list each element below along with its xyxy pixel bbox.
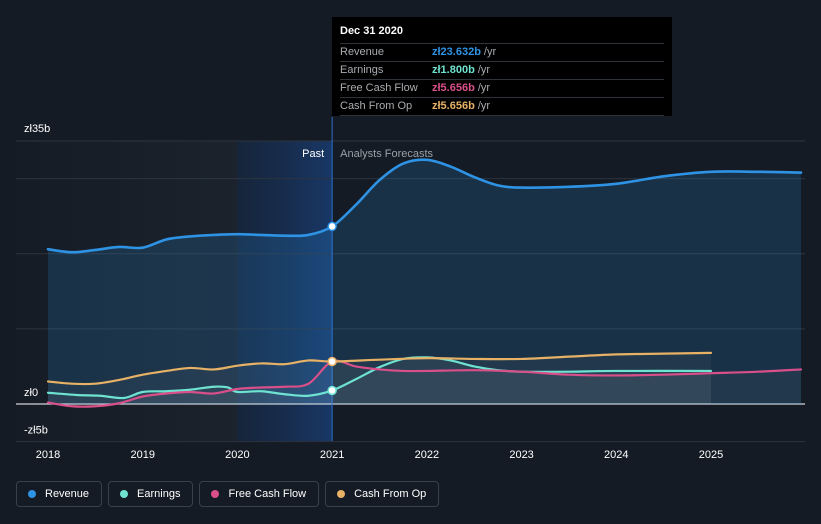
tooltip-row-unit: /yr xyxy=(477,100,491,112)
legend-label: Cash From Op xyxy=(354,488,427,500)
tooltip-row-cash-from-op: Cash From Op zł5.656b /yr xyxy=(340,98,664,116)
tooltip-row-unit: /yr xyxy=(477,64,491,76)
legend-dot-icon xyxy=(28,490,36,498)
tooltip-row-value: zł5.656b xyxy=(432,82,475,94)
legend-item-earnings[interactable]: Earnings xyxy=(108,481,194,507)
legend-item-cash-from-op[interactable]: Cash From Op xyxy=(325,481,440,507)
tooltip-title: Dec 31 2020 xyxy=(340,23,664,44)
tooltip-row-value: zł1.800b xyxy=(432,64,475,76)
tooltip-row-revenue: Revenue zł23.632b /yr xyxy=(340,44,664,62)
marker-earnings xyxy=(327,385,337,396)
x-tick-label: 2025 xyxy=(699,449,723,461)
marker-revenue xyxy=(327,221,337,232)
legend-dot-icon xyxy=(337,490,346,498)
tooltip-row-label: Free Cash Flow xyxy=(340,82,418,94)
legend-label: Revenue xyxy=(45,488,90,500)
x-tick-label: 2024 xyxy=(604,449,628,461)
tooltip-row-label: Cash From Op xyxy=(340,100,413,112)
past-label: Past xyxy=(302,148,324,160)
legend-item-revenue[interactable]: Revenue xyxy=(16,481,103,507)
y-tick-label: -zł5b xyxy=(24,425,48,437)
tooltip-row-value: zł23.632b xyxy=(432,46,481,58)
x-tick-label: 2020 xyxy=(225,449,249,461)
tooltip-row-unit: /yr xyxy=(477,82,491,94)
tooltip-row-free-cash-flow: Free Cash Flow zł5.656b /yr xyxy=(340,80,664,98)
series-area-earnings xyxy=(48,357,711,404)
x-tick-label: 2018 xyxy=(36,449,60,461)
x-tick-label: 2022 xyxy=(415,449,439,461)
tooltip-row-earnings: Earnings zł1.800b /yr xyxy=(340,62,664,80)
legend-label: Free Cash Flow xyxy=(228,488,307,500)
x-tick-label: 2023 xyxy=(509,449,533,461)
y-tick-label: zł0 xyxy=(24,387,38,399)
legend-item-free-cash-flow[interactable]: Free Cash Flow xyxy=(199,481,320,507)
series-area-revenue xyxy=(48,159,801,404)
tooltip-row-label: Earnings xyxy=(340,64,384,76)
tooltip: Dec 31 2020 Revenue zł23.632b /yr Earnin… xyxy=(332,17,672,116)
series-line-cash-from-op xyxy=(46,351,713,386)
marker-cash-from-op xyxy=(327,356,337,367)
series-area-free-cash-flow xyxy=(48,360,801,407)
legend-dot-icon xyxy=(211,490,220,498)
legend-dot-icon xyxy=(120,490,129,498)
x-tick-label: 2019 xyxy=(130,449,154,461)
forecast-label: Analysts Forecasts xyxy=(340,148,433,160)
legend: Revenue Earnings Free Cash Flow Cash Fro… xyxy=(16,481,440,507)
tooltip-row-unit: /yr xyxy=(483,46,497,58)
tooltip-row-label: Revenue xyxy=(340,46,385,58)
y-tick-label: zł35b xyxy=(24,123,50,135)
tooltip-row-value: zł5.656b xyxy=(432,100,475,112)
series-area-cash-from-op xyxy=(48,352,711,404)
series-line-revenue xyxy=(46,158,803,254)
x-tick-label: 2021 xyxy=(320,449,344,461)
legend-label: Earnings xyxy=(137,488,181,500)
